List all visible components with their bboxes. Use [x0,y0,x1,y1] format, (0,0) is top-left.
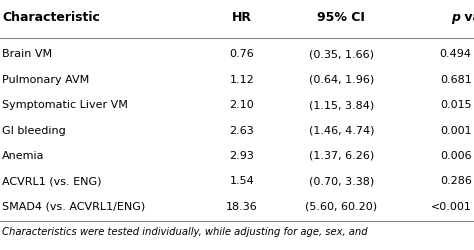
Text: 0.015: 0.015 [440,100,472,110]
Text: (0.64, 1.96): (0.64, 1.96) [309,74,374,84]
Text: 2.10: 2.10 [229,100,254,110]
Text: 0.286: 0.286 [440,176,472,186]
Text: SMAD4 (vs. ACVRL1/ENG): SMAD4 (vs. ACVRL1/ENG) [2,201,146,211]
Text: 2.63: 2.63 [229,125,254,135]
Text: 1.54: 1.54 [229,176,254,186]
Text: Symptomatic Liver VM: Symptomatic Liver VM [2,100,128,110]
Text: (1.37, 6.26): (1.37, 6.26) [309,150,374,160]
Text: Characteristics were tested individually, while adjusting for age, sex, and: Characteristics were tested individually… [2,226,368,236]
Text: Anemia: Anemia [2,150,45,160]
Text: Pulmonary AVM: Pulmonary AVM [2,74,90,84]
Text: 0.76: 0.76 [229,49,254,59]
Text: 0.006: 0.006 [440,150,472,160]
Text: 2.93: 2.93 [229,150,254,160]
Text: 1.12: 1.12 [229,74,254,84]
Text: 0.494: 0.494 [439,49,472,59]
Text: 95% CI: 95% CI [317,11,365,24]
Text: 18.36: 18.36 [226,201,257,211]
Text: 0.681: 0.681 [440,74,472,84]
Text: HR: HR [232,11,252,24]
Text: (1.15, 3.84): (1.15, 3.84) [309,100,374,110]
Text: <0.001: <0.001 [431,201,472,211]
Text: p: p [451,11,460,24]
Text: Characteristic: Characteristic [2,11,100,24]
Text: (5.60, 60.20): (5.60, 60.20) [305,201,377,211]
Text: 0.001: 0.001 [440,125,472,135]
Text: ACVRL1 (vs. ENG): ACVRL1 (vs. ENG) [2,176,102,186]
Text: GI bleeding: GI bleeding [2,125,66,135]
Text: (0.70, 3.38): (0.70, 3.38) [309,176,374,186]
Text: value: value [460,11,474,24]
Text: (1.46, 4.74): (1.46, 4.74) [309,125,374,135]
Text: (0.35, 1.66): (0.35, 1.66) [309,49,374,59]
Text: Brain VM: Brain VM [2,49,53,59]
